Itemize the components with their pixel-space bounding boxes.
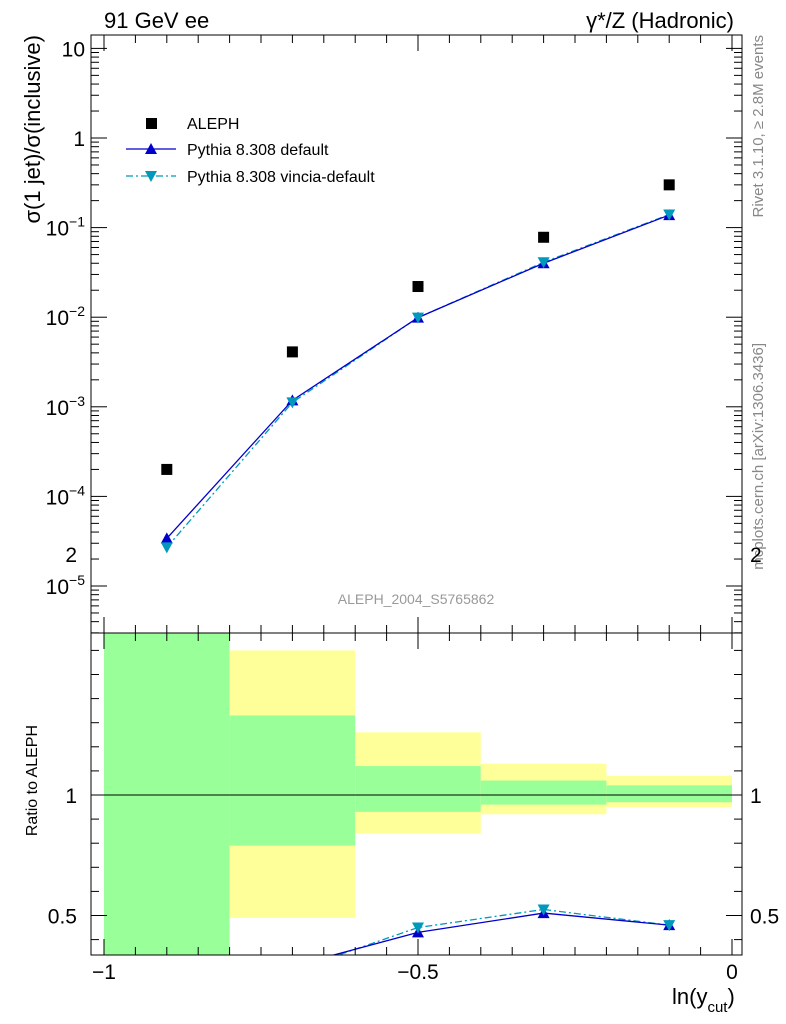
series-line-vincia <box>166 213 670 548</box>
ratio-y-tick-label-right: 0.5 <box>750 906 779 929</box>
x-tick-labels: −1 −0.5 0 <box>92 961 738 984</box>
y-tick-label: 10−5 <box>46 572 86 599</box>
ratio-point-default <box>286 960 298 971</box>
main-y-axis-label: σ(1 jet)/σ(inclusive) <box>20 35 45 224</box>
band-inner <box>355 766 481 812</box>
legend: ALEPH Pythia 8.308 default Pythia 8.308 … <box>126 116 375 186</box>
header-left: 91 GeV ee <box>104 8 209 33</box>
legend-label-default: Pythia 8.308 default <box>187 142 329 159</box>
ratio-uncertainty-bands <box>91 633 742 955</box>
ratio-point-vincia <box>412 922 424 934</box>
y-tick-label: 10−1 <box>46 214 86 241</box>
main-plot-panel: 10−5 10−4 10−3 10−2 10−1 1 10 σ(1 jet)/σ(inclu… <box>20 34 743 634</box>
legend-marker-vincia <box>145 171 157 182</box>
band-inner <box>606 785 732 803</box>
point-aleph <box>412 281 424 293</box>
point-vincia <box>160 542 173 554</box>
main-plot-marks <box>160 179 676 554</box>
ratio-point-vincia <box>286 966 298 977</box>
point-vincia <box>663 209 676 221</box>
y-tick-label: 10−4 <box>46 482 86 509</box>
ratio-plot-frame <box>90 632 743 956</box>
band-inner <box>480 780 607 805</box>
ratio-y-tick-label: 2 <box>65 544 77 567</box>
point-aleph <box>538 231 550 243</box>
main-axis-ticks <box>91 35 742 634</box>
ratio-axis-ticks <box>91 633 742 955</box>
header-right: γ*/Z (Hadronic) <box>586 8 734 33</box>
point-vincia <box>537 257 550 269</box>
ratio-point-default <box>161 989 173 1000</box>
ratio-plot-panel: 0.5 0.5 1 1 2 2 −1 −0.5 0 Ratio to ALEPH ln(ycu… <box>24 544 779 1016</box>
legend-marker-aleph <box>146 118 157 129</box>
point-aleph <box>161 463 173 475</box>
x-tick-label: −1 <box>92 961 116 984</box>
point-vincia <box>412 312 424 324</box>
ratio-point-vincia <box>663 920 676 932</box>
point-aleph <box>286 346 298 358</box>
ratio-y-axis-label: Ratio to ALEPH <box>24 725 41 836</box>
main-annotation: ALEPH_2004_S5765862 <box>338 591 495 607</box>
ratio-y-tick-label: 1 <box>65 785 77 808</box>
legend-label-aleph: ALEPH <box>187 116 239 133</box>
ratio-y-tick-label-right: 2 <box>750 544 762 567</box>
ratio-point-vincia <box>537 904 550 916</box>
band-inner <box>104 633 230 955</box>
y-tick-label: 1 <box>73 128 85 151</box>
x-tick-label: 0 <box>726 961 738 984</box>
legend-label-vincia: Pythia 8.308 vincia-default <box>187 169 375 186</box>
series-line-default <box>166 214 670 539</box>
mcplots-label: mcplots.cern.ch [arXiv:1306.3436] <box>750 343 767 570</box>
ratio-y-tick-label-right: 1 <box>750 785 762 808</box>
legend-marker-default <box>145 143 157 154</box>
y-tick-label: 10−3 <box>46 393 86 420</box>
point-vincia <box>286 397 299 409</box>
svg-text:ln(ycut): ln(ycut) <box>672 984 735 1016</box>
y-tick-label: 10 <box>62 38 85 61</box>
ratio-y-tick-label: 0.5 <box>48 906 77 929</box>
x-axis-label: ln(ycut) <box>672 984 735 1016</box>
point-default <box>160 532 173 544</box>
ratio-y-tick-labels: 0.5 0.5 1 1 2 2 <box>48 544 779 929</box>
y-tick-label: 10−2 <box>46 303 86 330</box>
ratio-line-vincia <box>336 908 670 955</box>
rivet-label: Rivet 3.1.10, ≥ 2.8M events <box>750 35 767 218</box>
x-tick-label: −0.5 <box>397 961 438 984</box>
band-inner <box>229 715 356 846</box>
ratio-point-vincia <box>161 998 173 1009</box>
point-aleph <box>663 179 675 191</box>
main-y-tick-labels: 10−5 10−4 10−3 10−2 10−1 1 10 <box>46 38 86 599</box>
ratio-plot-marks <box>161 904 676 1009</box>
